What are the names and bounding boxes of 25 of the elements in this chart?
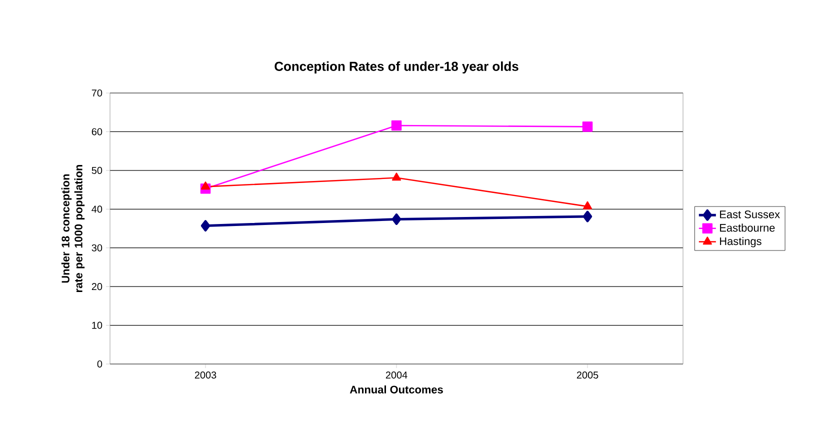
point	[582, 122, 593, 132]
point	[200, 220, 210, 232]
x-axis-title: Annual Outcomes	[350, 385, 443, 394]
point	[391, 120, 402, 131]
point	[392, 172, 402, 181]
y-tick-label: 10	[92, 322, 102, 329]
point	[582, 210, 592, 222]
legend-label: Hastings	[720, 237, 762, 248]
point	[582, 201, 592, 210]
y-tick-label: 0	[97, 360, 102, 368]
y-tick-label: 40	[92, 206, 102, 213]
y-axis-title: Under 18 conception rate per 1000 population	[61, 164, 85, 292]
y-tick-label: 70	[92, 89, 102, 97]
legend-label: East Sussex	[720, 210, 780, 218]
x-tick-label: 2003	[194, 372, 216, 379]
x-tick-label: 2005	[576, 372, 598, 379]
legend-label: Eastbourne	[720, 224, 775, 232]
y-tick-label: 20	[92, 283, 102, 290]
x-tick-label: 2004	[386, 372, 408, 379]
chart-title: Conception Rates of under-18 year olds	[274, 61, 518, 74]
point	[392, 213, 402, 225]
y-tick-label: 50	[92, 166, 102, 174]
y-tick-label: 30	[92, 244, 102, 252]
point	[200, 182, 210, 190]
y-tick-label: 60	[92, 128, 102, 136]
